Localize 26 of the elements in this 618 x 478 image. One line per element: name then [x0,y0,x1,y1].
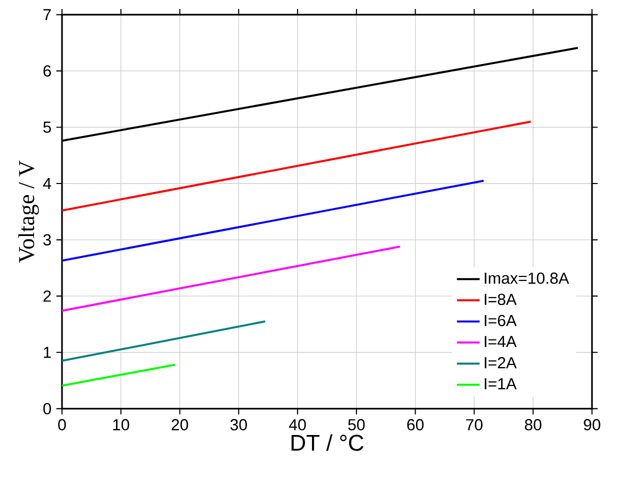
x-tick-label: 60 [407,419,424,430]
y-tick-label: 4 [43,178,52,190]
legend-label: I=2A [484,357,517,368]
x-tick-label: 10 [113,419,130,430]
legend-label: I=6A [484,314,517,326]
y-tick-label: 5 [43,122,51,133]
y-tick-label: 6 [44,65,51,77]
x-tick-label: 0 [58,419,66,430]
legend-label: Imax=10.8A [484,272,570,284]
x-tick-label: 80 [524,419,542,430]
y-tick-label: 1 [44,346,51,358]
y-tick-label: 0 [43,402,51,414]
y-tick-label: 3 [43,234,51,246]
y-tick-label: 2 [44,290,51,302]
x-tick-label: 50 [348,419,365,430]
x-tick-label: 70 [466,419,482,430]
x-axis-title: DT / °C [292,434,364,451]
x-tick-label: 90 [584,419,600,430]
legend-label: I=4A [484,336,517,348]
legend-label: I=1A [484,378,517,390]
x-tick-label: 20 [172,419,188,430]
y-tick-label: 7 [44,9,51,20]
x-tick-label: 40 [289,419,306,430]
y-axis-title: Voltage / V [18,160,39,263]
legend-label: I=8A [484,294,517,306]
x-tick-label: 30 [230,419,247,430]
